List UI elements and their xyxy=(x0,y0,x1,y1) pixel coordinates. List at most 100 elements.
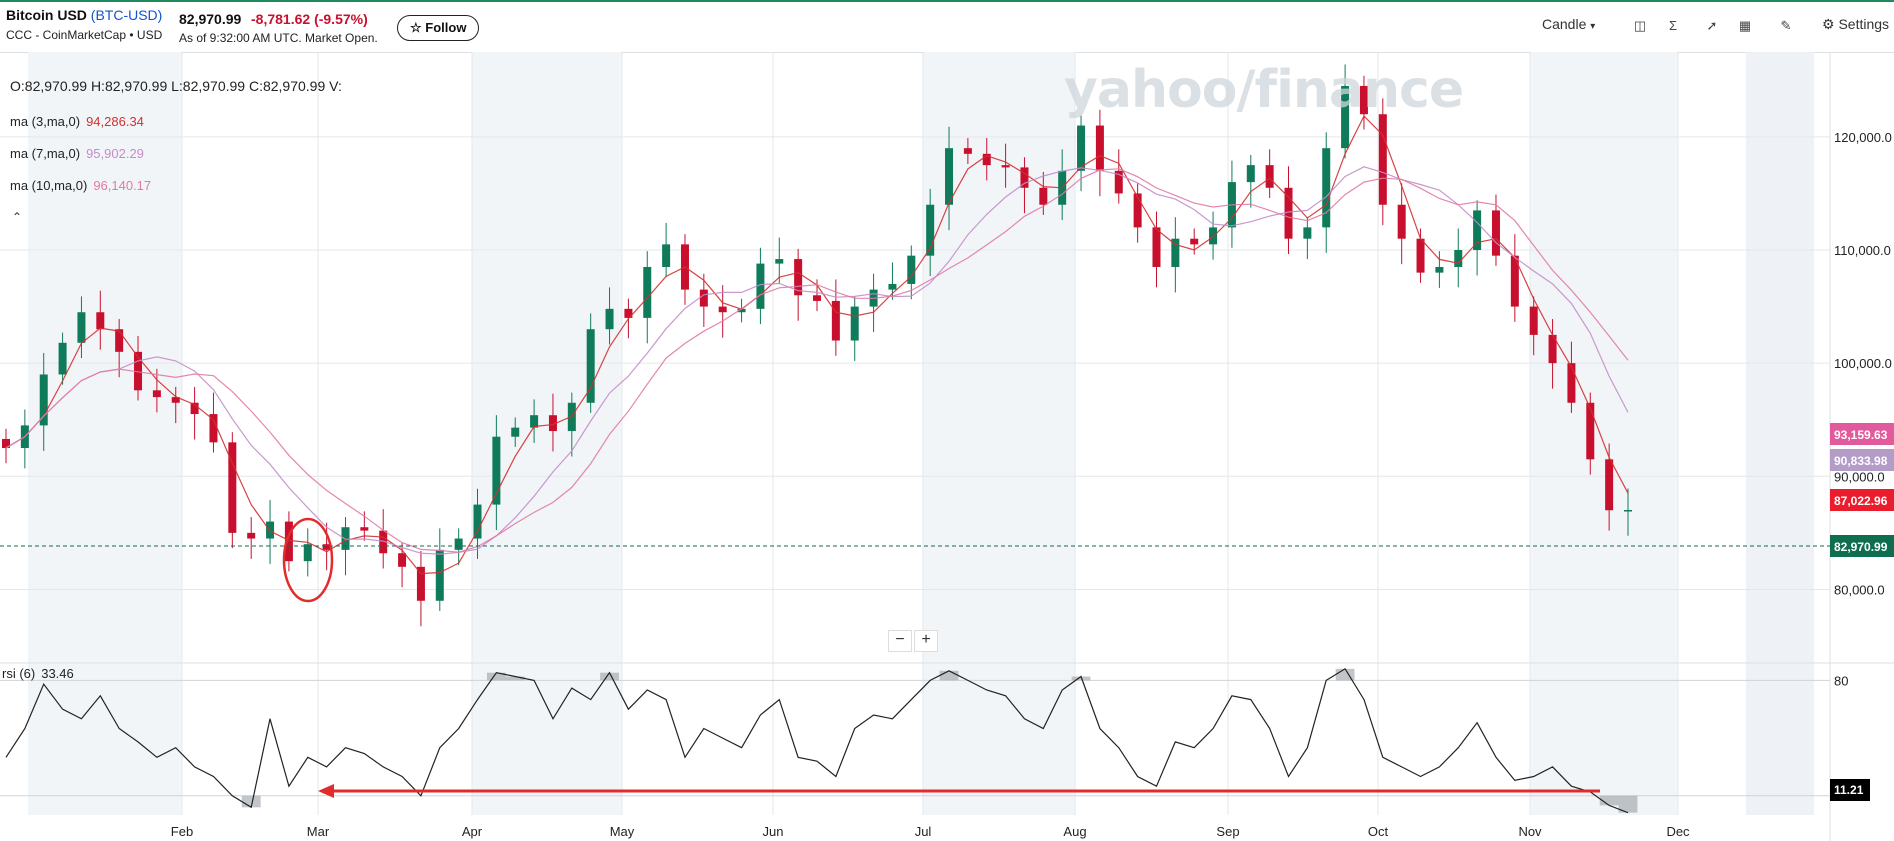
chart-type-label: Candle xyxy=(1542,16,1587,32)
x-tick-label: Apr xyxy=(462,824,483,839)
candle-body xyxy=(96,312,105,330)
rsi-oversold-fill xyxy=(1618,795,1638,813)
last-price: 82,970.99 xyxy=(179,11,242,27)
price-tag-label: 82,970.99 xyxy=(1834,540,1888,554)
candle-body xyxy=(77,312,86,343)
ma3-value: 94,286.34 xyxy=(86,114,144,129)
candle-body xyxy=(831,300,840,341)
candle-body xyxy=(322,544,331,550)
y-tick-label: 80,000.0 xyxy=(1834,582,1885,597)
rsi-overbought-fill xyxy=(486,672,506,681)
candle-body xyxy=(284,521,293,562)
candle-body xyxy=(624,308,633,318)
rsi-overbought-fill xyxy=(600,672,619,681)
candle-body xyxy=(171,397,180,403)
top-accent-line xyxy=(0,0,1894,2)
rsi-tag xyxy=(1830,779,1870,801)
candle-body xyxy=(379,530,388,554)
quote-source: CCC - CoinMarketCap • USD xyxy=(6,28,163,42)
ma10-value: 96,140.17 xyxy=(93,178,152,193)
candle-body xyxy=(134,351,143,391)
candle-body xyxy=(1435,266,1444,273)
ticker-symbol[interactable]: (BTC-USD) xyxy=(90,7,163,23)
candle-body xyxy=(416,566,425,601)
future-band xyxy=(1746,52,1814,815)
candle-body xyxy=(303,544,312,562)
candle-body xyxy=(1001,165,1010,168)
settings-button[interactable]: ⚙ Settings xyxy=(1822,16,1889,33)
candle-body xyxy=(907,255,916,284)
candle-body xyxy=(982,153,991,166)
candle-body xyxy=(398,553,407,567)
y-tick-label: 100,000.0 xyxy=(1834,356,1892,371)
y-tick-label: 110,000.0 xyxy=(1834,243,1891,258)
price-tag-label: 87,022.96 xyxy=(1834,494,1888,508)
draw-pencil-icon[interactable]: ✎ xyxy=(1780,18,1792,33)
annotation-arrow-head xyxy=(318,784,334,798)
ma7-legend[interactable]: ma (7,ma,0) 95,902.29 xyxy=(10,146,144,161)
candle-body xyxy=(1077,125,1086,171)
month-band xyxy=(1530,52,1678,815)
candle-body xyxy=(888,283,897,290)
collapse-legend-icon[interactable]: ⌃ xyxy=(12,210,23,224)
candle-body xyxy=(492,436,501,505)
candle-body xyxy=(1416,238,1425,273)
candle-body xyxy=(1510,255,1519,307)
price-tags: 93,159.63 90,833.98 87,022.96 82,970.99 11.2… xyxy=(1830,423,1894,801)
candle-body xyxy=(1171,238,1180,267)
ma3-legend[interactable]: ma (3,ma,0) 94,286.34 xyxy=(10,114,144,129)
candle-body xyxy=(247,532,256,539)
candle-body xyxy=(1454,250,1463,267)
rsi-overbought-fill xyxy=(505,676,525,681)
candle-body xyxy=(1209,227,1218,245)
candle-body xyxy=(1491,210,1500,256)
candle-body xyxy=(1039,187,1048,205)
ma7-line xyxy=(5,166,1629,555)
candle-body xyxy=(190,402,199,415)
quote-title: Bitcoin USD (BTC-USD) xyxy=(6,7,162,23)
quote-header: Bitcoin USD (BTC-USD) CCC - CoinMarketCa… xyxy=(0,2,1894,53)
rsi-line xyxy=(5,667,1629,814)
calendar-icon[interactable]: ▦ xyxy=(1738,18,1752,33)
ma10-legend[interactable]: ma (10,ma,0) 96,140.17 xyxy=(10,178,151,193)
candle-body xyxy=(1359,85,1368,115)
candle-body xyxy=(1378,114,1387,205)
compare-icon[interactable]: ◫ xyxy=(1633,18,1647,33)
rsi-overbought-fill xyxy=(1071,676,1091,681)
asset-name: Bitcoin USD xyxy=(6,7,87,23)
x-tick-label: Jun xyxy=(763,824,784,839)
candle-body xyxy=(586,329,595,403)
gear-icon: ⚙ xyxy=(1822,16,1835,32)
candle-body xyxy=(435,549,444,601)
rsi-value: 33.46 xyxy=(41,666,74,681)
trend-icon[interactable]: ➚ xyxy=(1706,18,1718,33)
chart-type-dropdown[interactable]: Candle ▾ xyxy=(1542,16,1595,32)
candle-body xyxy=(850,306,859,341)
candle-body xyxy=(548,415,557,432)
change-percent: (-9.57%) xyxy=(314,11,368,27)
x-tick-label: Dec xyxy=(1666,824,1690,839)
indicators-icon[interactable]: Σ xyxy=(1668,18,1678,33)
follow-button[interactable]: ☆ Follow xyxy=(397,15,480,41)
candle-body xyxy=(1133,193,1142,228)
candle-body xyxy=(1567,363,1576,403)
zoom-out-button[interactable]: − xyxy=(888,630,912,652)
ohlc-readout: O:82,970.99 H:82,970.99 L:82,970.99 C:82… xyxy=(10,78,342,94)
settings-label: Settings xyxy=(1838,16,1890,32)
candle-body xyxy=(530,415,539,428)
candle-body xyxy=(115,329,124,352)
candle-body xyxy=(209,414,218,443)
candle-body xyxy=(228,442,237,533)
candle-body xyxy=(1473,210,1482,251)
candle-body xyxy=(360,527,369,531)
x-tick-label: Aug xyxy=(1063,824,1086,839)
candle-body xyxy=(926,204,935,256)
rsi-legend[interactable]: rsi (6) 33.46 xyxy=(2,666,74,681)
candle-body xyxy=(1284,187,1293,239)
candle-body xyxy=(2,438,10,449)
y-tick-label: 90,000.0 xyxy=(1834,469,1885,484)
price-tag-label: 93,159.63 xyxy=(1834,428,1888,442)
zoom-in-button[interactable]: + xyxy=(914,630,938,652)
candle-body xyxy=(58,342,67,375)
